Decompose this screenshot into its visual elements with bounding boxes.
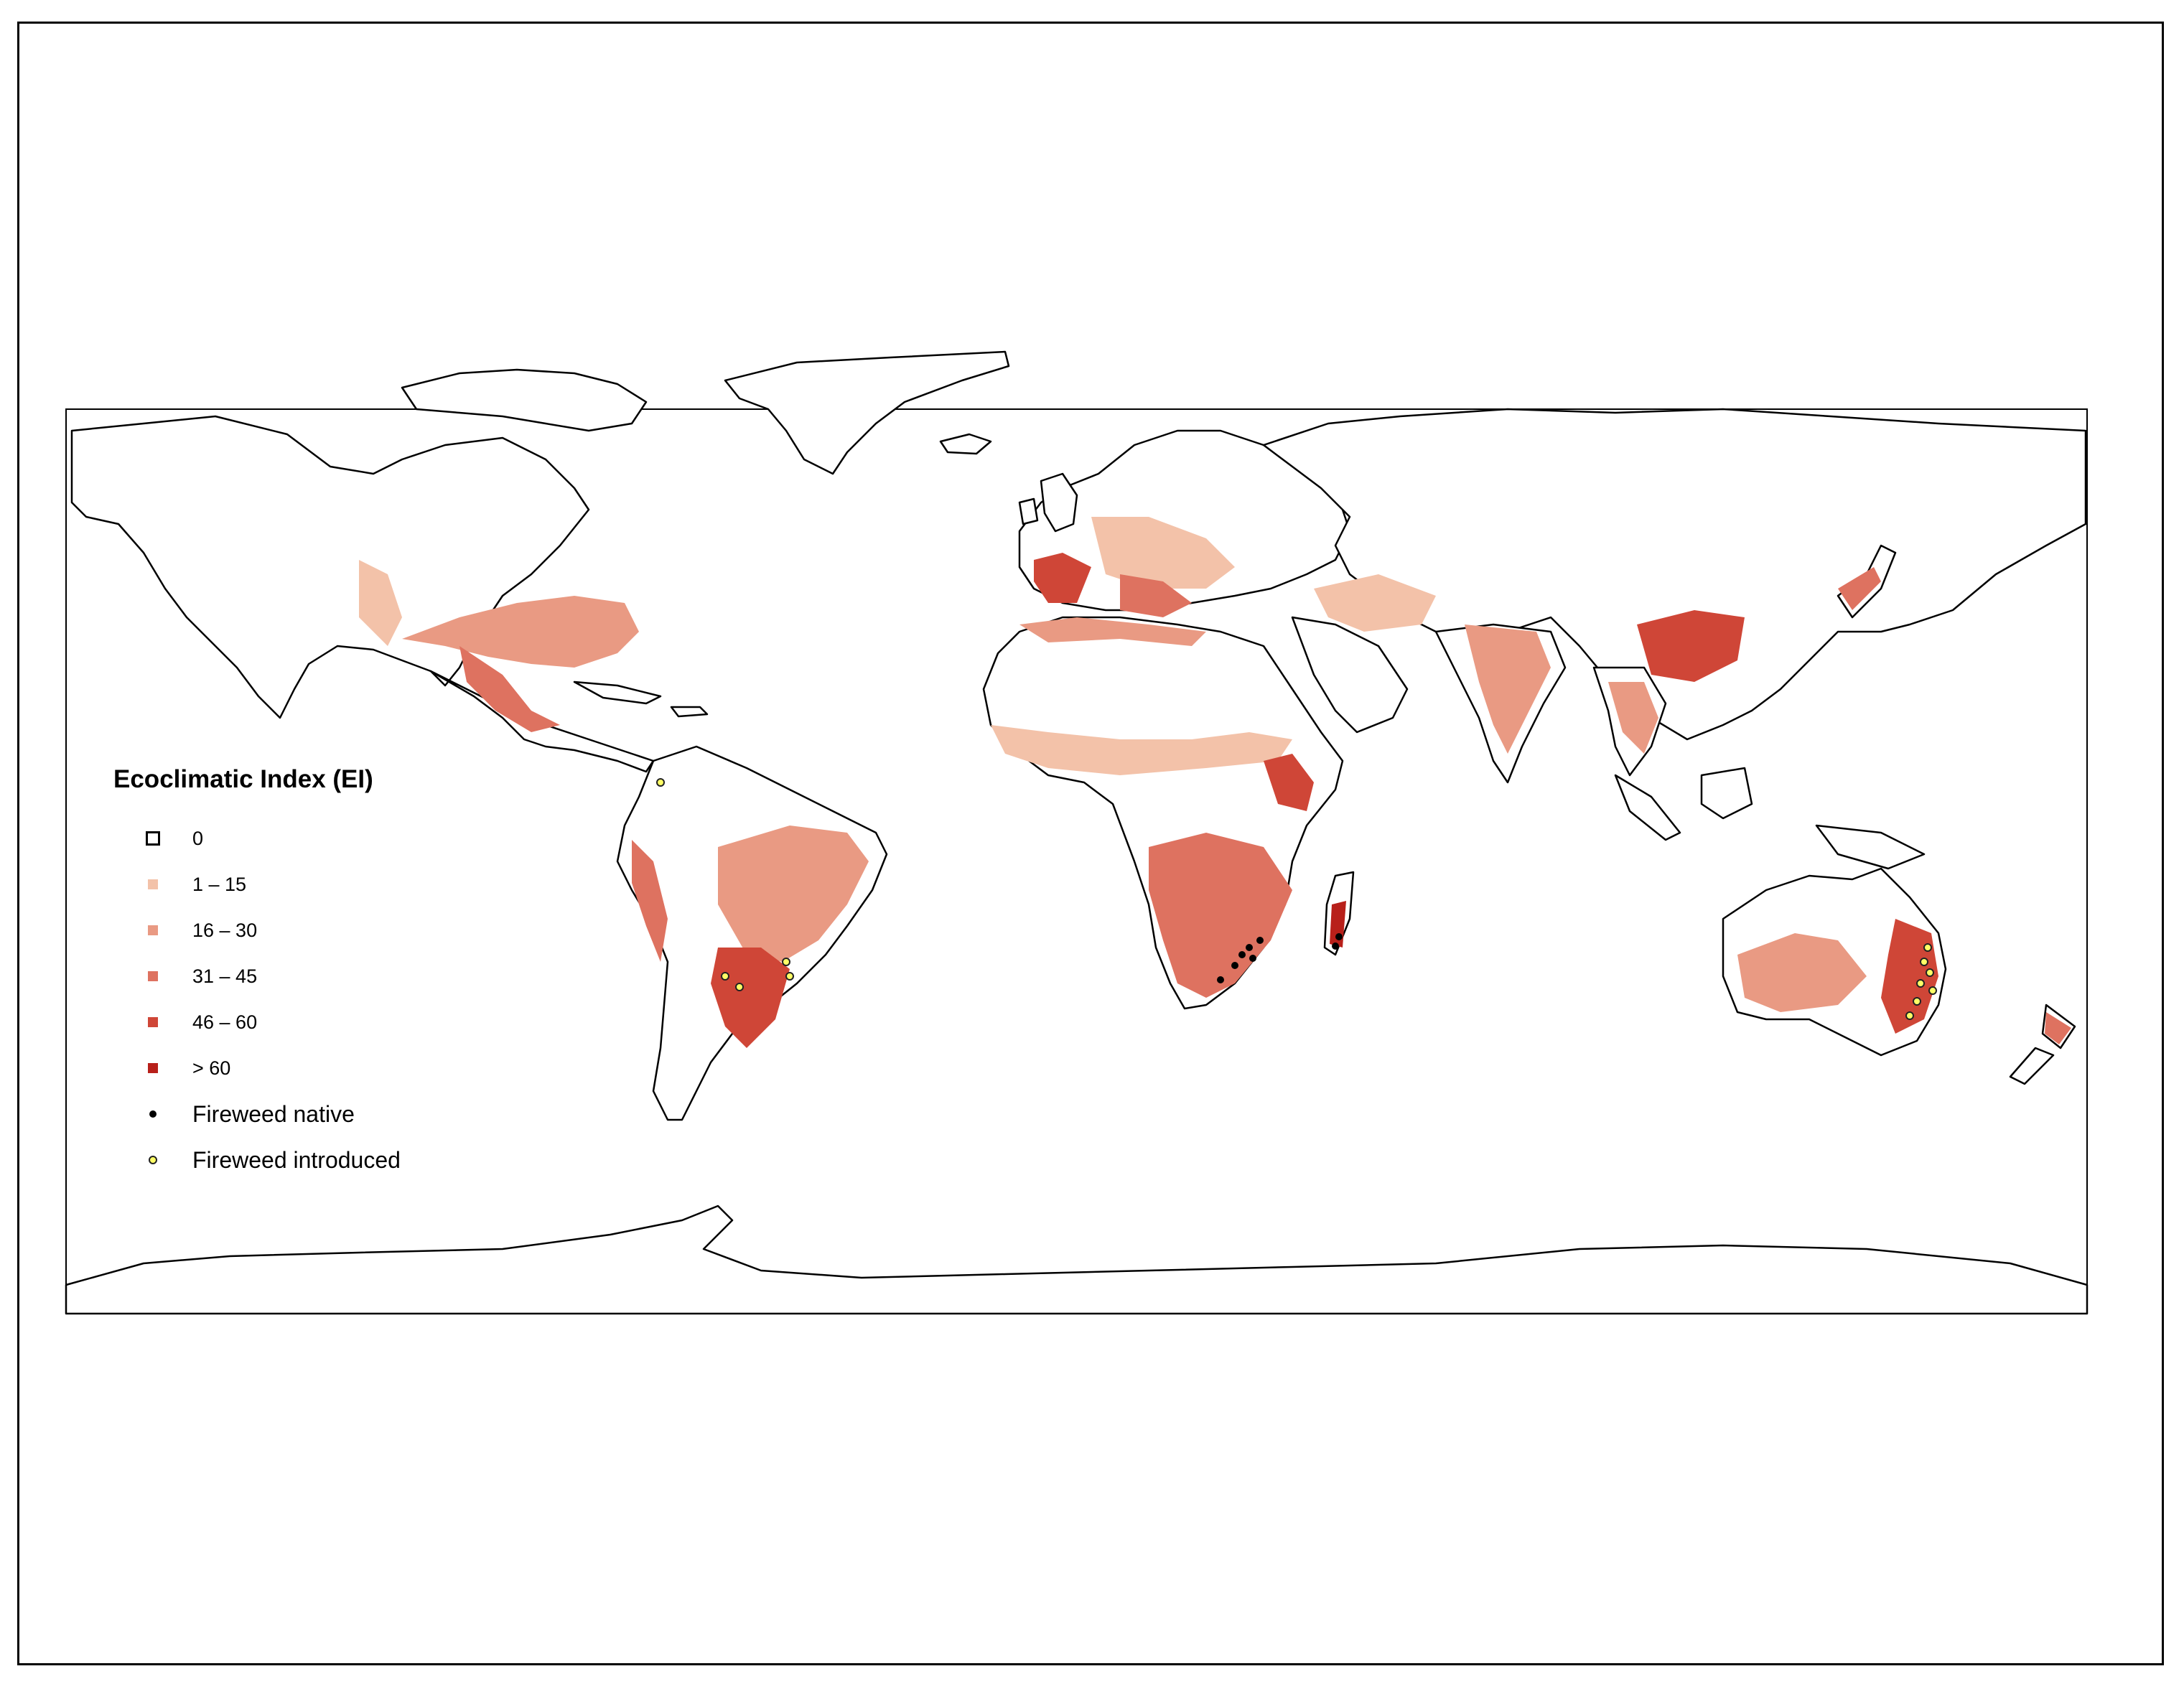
iceland-outline [939, 433, 992, 455]
legend-label-gt60: > 60 [192, 1057, 231, 1079]
ireland-outline [1018, 497, 1039, 525]
ei-japan [1838, 567, 1881, 610]
legend-item-46-60: 46 – 60 [113, 999, 487, 1045]
introduced-point [1920, 958, 1928, 966]
legend-item-1-15: 1 – 15 [113, 861, 487, 907]
new-guinea-outline [1815, 824, 1926, 870]
introduced-point [721, 972, 729, 981]
native-point [1217, 976, 1224, 983]
legend-title: Ecoclimatic Index (EI) [113, 765, 373, 793]
borneo-outline [1700, 767, 1753, 820]
fireweed-native-points [1217, 933, 1343, 983]
legend-swatch-0 [146, 831, 160, 846]
native-point [1231, 962, 1238, 969]
ei-southern-africa [1149, 833, 1292, 998]
legend-swatch-16-30 [148, 925, 158, 935]
ei-sahel [991, 725, 1292, 775]
north-america-outline [70, 415, 590, 719]
ei-mexico [459, 646, 560, 732]
legend-label-introduced: Fireweed introduced [192, 1146, 401, 1173]
ei-andes [632, 840, 668, 962]
native-point [1335, 933, 1343, 940]
new-zealand-south-outline [2009, 1047, 2055, 1085]
legend-item-31-45: 31 – 45 [113, 953, 487, 999]
legend-item-0: 0 [113, 815, 487, 861]
legend-label-46-60: 46 – 60 [192, 1011, 258, 1033]
introduced-point [656, 778, 665, 787]
legend-swatch-gt60 [148, 1063, 158, 1073]
ei-europe-central [1091, 517, 1235, 589]
arabia-outline [1291, 616, 1409, 734]
ei-europe-west [1034, 553, 1091, 603]
sumatra-outline [1614, 774, 1681, 841]
introduced-point [1916, 979, 1925, 988]
figure-frame [17, 22, 2164, 1665]
ei-madagascar [1330, 901, 1346, 948]
legend-label-16-30: 16 – 30 [192, 919, 258, 941]
legend-item-16-30: 16 – 30 [113, 907, 487, 953]
introduced-point [1926, 968, 1934, 977]
introduced-point [782, 958, 790, 966]
ei-south-america-east [718, 825, 869, 962]
legend-native-dot [149, 1110, 157, 1118]
legend-swatch-1-15 [148, 879, 158, 889]
introduced-point [1928, 986, 1937, 995]
introduced-point [1913, 997, 1921, 1006]
africa-outline [982, 616, 1344, 1010]
legend-label-native: Fireweed native [192, 1100, 355, 1127]
legend-swatch-31-45 [148, 971, 158, 981]
antarctica-outline [65, 1204, 2089, 1315]
arctic-islands-outline [401, 368, 648, 432]
introduced-point [735, 983, 744, 991]
ei-se-asia [1608, 682, 1658, 754]
native-point [1256, 937, 1264, 944]
introduced-point [1923, 943, 1932, 952]
legend-label-0: 0 [192, 827, 204, 849]
legend-item-native: Fireweed native [113, 1091, 487, 1137]
map-legend: Ecoclimatic Index (EI) 0 1 – 15 16 – 30 … [113, 765, 487, 1183]
ei-india [1465, 625, 1551, 754]
native-point [1249, 955, 1256, 962]
ei-east-africa [1264, 754, 1314, 811]
introduced-point [1905, 1011, 1914, 1020]
legend-swatch-46-60 [148, 1017, 158, 1027]
ei-suitability-layer [359, 517, 2071, 1048]
ei-australia [1737, 933, 1867, 1012]
cuba-outline [573, 680, 662, 705]
ei-south-america-south [711, 948, 790, 1048]
ei-north-africa [1019, 617, 1206, 646]
greenland-outline [724, 350, 1010, 475]
hispaniola-outline [670, 706, 709, 718]
native-point [1246, 944, 1253, 951]
ei-new-zealand [2045, 1012, 2071, 1044]
ei-us-west [359, 560, 402, 646]
legend-label-1-15: 1 – 15 [192, 873, 247, 895]
ei-middle-east [1314, 574, 1436, 632]
legend-item-introduced: Fireweed introduced [113, 1137, 487, 1183]
ei-mediterranean [1120, 574, 1192, 617]
legend-label-31-45: 31 – 45 [192, 965, 258, 987]
ei-china-south [1637, 610, 1745, 682]
native-point [1238, 951, 1246, 958]
legend-item-gt60: > 60 [113, 1045, 487, 1091]
native-point [1332, 942, 1339, 950]
uk-outline [1040, 472, 1078, 533]
introduced-point [785, 972, 794, 981]
legend-introduced-dot [149, 1156, 157, 1164]
fireweed-introduced-points [656, 778, 1937, 1020]
